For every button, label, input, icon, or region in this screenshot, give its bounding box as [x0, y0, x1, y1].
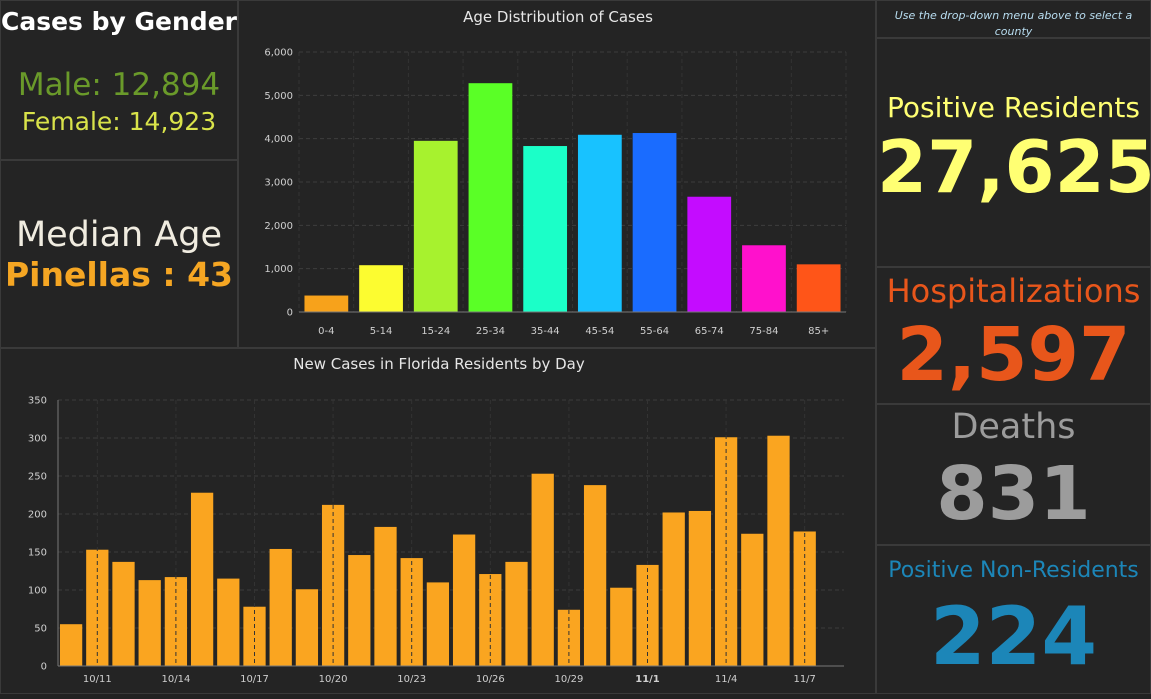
non-residents-label: Positive Non-Residents [888, 558, 1139, 583]
daily-y-tick-label: 0 [41, 662, 47, 673]
daily-bar [741, 533, 764, 666]
daily-bar [426, 582, 450, 666]
male-count: Male: 12,894 [17, 67, 221, 103]
daily-bar [531, 473, 554, 666]
daily-x-tick-label: 10/14 [161, 674, 190, 685]
age-x-tick-label: 35-44 [531, 326, 560, 337]
age-chart-title: Age Distribution of Cases [463, 8, 653, 26]
age-x-tick-label: 75-84 [749, 326, 778, 337]
age-bar [304, 295, 349, 312]
county-hint-text: Use the drop-down menu above to select a… [894, 9, 1133, 38]
positive-residents-panel: Positive Residents 27,625 [876, 38, 1151, 267]
age-bar [577, 134, 622, 312]
age-bar [742, 245, 786, 312]
daily-bar [714, 437, 738, 666]
age-y-tick-label: 4,000 [264, 134, 293, 145]
age-bar [523, 146, 568, 312]
daily-bar [505, 561, 528, 666]
gender-title: Cases by Gender [1, 7, 237, 36]
daily-bar [59, 624, 83, 666]
non-residents-value: 224 [930, 590, 1097, 683]
daily-x-tick-label: 11/7 [793, 674, 815, 685]
daily-y-tick-label: 350 [28, 396, 47, 407]
daily-x-tick-label: 10/20 [319, 674, 348, 685]
age-y-tick-label: 3,000 [264, 178, 293, 189]
daily-bar [295, 589, 319, 666]
hospitalizations-label: Hospitalizations [886, 272, 1141, 310]
daily-bar [636, 564, 659, 666]
hospitalizations-panel: Hospitalizations 2,597 [876, 267, 1151, 404]
age-bar [468, 83, 513, 312]
age-y-tick-label: 1,000 [264, 264, 293, 275]
deaths-value: 831 [936, 451, 1091, 537]
daily-x-tick-label: 10/23 [397, 674, 426, 685]
daily-bar [374, 526, 397, 666]
positive-residents-label: Positive Residents [887, 91, 1140, 124]
daily-bar [112, 561, 135, 666]
daily-y-tick-label: 100 [28, 586, 47, 597]
daily-bar [86, 549, 109, 666]
daily-bar [217, 578, 240, 666]
age-bar [413, 140, 458, 312]
daily-bar [452, 534, 476, 666]
median-age-panel: Median Age Pinellas : 43 [0, 160, 238, 348]
daily-bar [583, 485, 607, 666]
gender-panel: Cases by Gender Male: 12,894 Female: 14,… [0, 0, 238, 160]
female-count: Female: 14,923 [21, 107, 217, 136]
daily-bar [269, 548, 292, 666]
daily-x-tick-label: 11/1 [635, 674, 660, 685]
daily-bar [767, 435, 790, 666]
age-x-tick-label: 25-34 [476, 326, 505, 337]
daily-bar [348, 555, 371, 666]
non-residents-panel: Positive Non-Residents 224 [876, 545, 1151, 694]
age-x-tick-label: 45-54 [585, 326, 614, 337]
hospitalizations-value: 2,597 [896, 312, 1131, 398]
age-y-tick-label: 6,000 [264, 48, 293, 59]
daily-y-tick-label: 150 [28, 548, 47, 559]
daily-chart-title: New Cases in Florida Residents by Day [293, 355, 585, 373]
daily-y-tick-label: 300 [28, 434, 47, 445]
age-bar [687, 196, 732, 312]
age-distribution-chart[interactable]: Age Distribution of Cases 0 1,000 2,000 3,0… [239, 1, 877, 349]
daily-y-tick-label: 200 [28, 510, 47, 521]
daily-bar [164, 577, 188, 666]
county-hint-panel: Use the drop-down menu above to select a… [876, 0, 1151, 38]
age-x-tick-label: 65-74 [695, 326, 724, 337]
daily-bar [662, 512, 685, 666]
age-y-tick-label: 2,000 [264, 221, 293, 232]
age-x-tick-label: 55-64 [640, 326, 669, 337]
age-bar [796, 264, 841, 312]
daily-y-tick-label: 250 [28, 472, 47, 483]
daily-y-tick-label: 50 [34, 624, 47, 635]
age-y-tick-label: 0 [287, 308, 293, 319]
median-age-value: Pinellas : 43 [4, 255, 233, 294]
daily-bar [243, 606, 266, 666]
deaths-label: Deaths [951, 407, 1076, 447]
age-bar [632, 133, 677, 312]
daily-bar [610, 587, 633, 666]
daily-x-tick-label: 10/11 [83, 674, 112, 685]
daily-x-tick-label: 11/4 [715, 674, 737, 685]
age-x-tick-label: 0-4 [318, 326, 334, 337]
daily-x-tick-label: 10/29 [554, 674, 583, 685]
age-x-tick-label: 85+ [808, 326, 829, 337]
age-x-tick-label: 5-14 [370, 326, 393, 337]
daily-x-tick-label: 10/26 [476, 674, 505, 685]
deaths-panel: Deaths 831 [876, 404, 1151, 545]
age-bar [359, 265, 403, 312]
daily-bar [688, 510, 712, 666]
daily-bar [557, 609, 581, 666]
age-x-tick-label: 15-24 [421, 326, 450, 337]
positive-residents-value: 27,625 [877, 125, 1151, 209]
median-age-title: Median Age [15, 215, 223, 255]
daily-bar [190, 492, 214, 666]
daily-x-tick-label: 10/17 [240, 674, 269, 685]
daily-cases-chart[interactable]: New Cases in Florida Residents by Day 0 5… [1, 349, 877, 695]
daily-cases-panel: New Cases in Florida Residents by Day 0 5… [0, 348, 876, 694]
age-y-tick-label: 5,000 [264, 91, 293, 102]
daily-bar [138, 580, 161, 666]
age-distribution-panel: Age Distribution of Cases 0 1,000 2,000 3,0… [238, 0, 876, 348]
